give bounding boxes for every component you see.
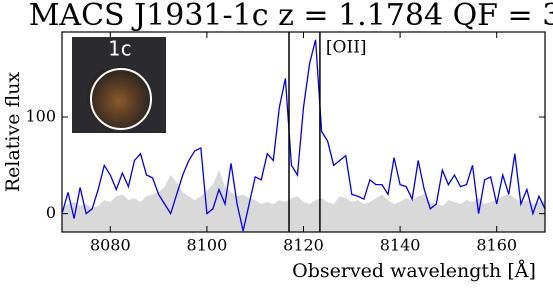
x-tick-label: 8140 [380,236,421,255]
x-tick-label: 8080 [90,236,131,255]
x-tick-label: 8100 [187,236,228,255]
x-tick-label: 8160 [476,236,517,255]
inset-label: 1c [108,37,132,61]
flux-line [61,39,546,232]
chart-title: MACS J1931-1c z = 1.1784 QF = 3 [29,0,553,33]
y-tick-label: 0 [46,203,56,222]
plot-area: [OII] 8080 8100 8120 8140 8160 0 100 [25,31,546,255]
noise-area [62,170,545,232]
annotation: [OII] [326,38,367,58]
inset-image: 1c [72,37,166,133]
y-axis-label: Relative flux [2,72,24,193]
x-axis-label: Observed wavelength [Å] [292,260,536,282]
y-tick-label: 100 [25,107,56,126]
x-tick-label: 8120 [283,236,324,255]
